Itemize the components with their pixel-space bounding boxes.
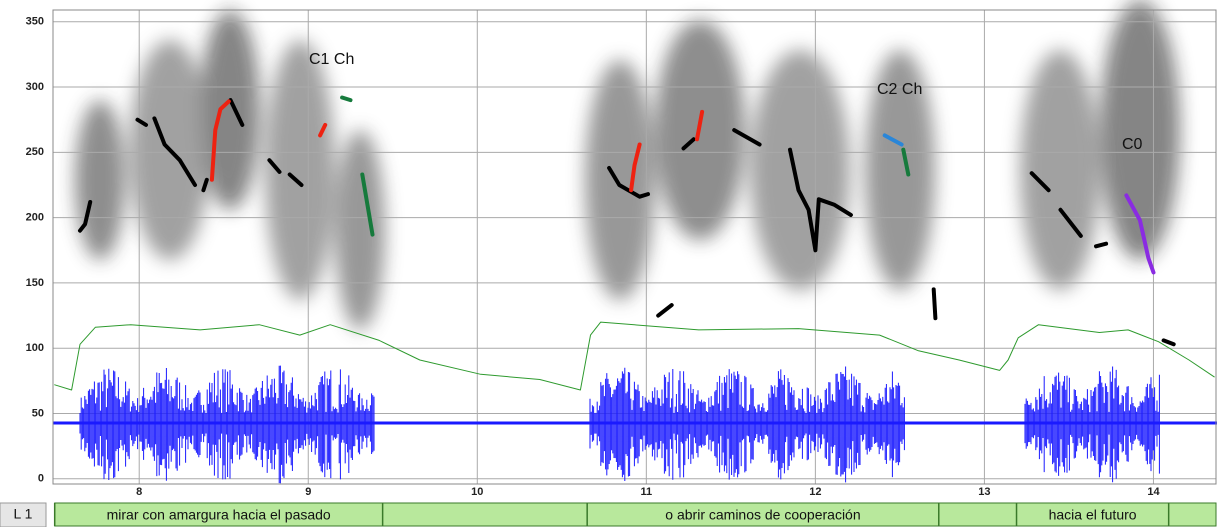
tier-label: o abrir caminos de cooperación — [665, 507, 860, 523]
x-tick-label: 11 — [641, 486, 653, 498]
annotation: C2 Ch — [877, 81, 922, 98]
annotation: C0 — [1122, 136, 1143, 153]
y-tick-label: 0 — [38, 473, 44, 485]
tier-name-box — [0, 502, 47, 528]
y-tick-label: 350 — [26, 16, 44, 28]
y-tick-label: 300 — [26, 81, 44, 93]
x-tick-label: 10 — [471, 486, 483, 498]
plot-frame — [52, 9, 1217, 485]
tier-name: L 1 — [14, 506, 33, 522]
spectrogram — [75, 0, 1180, 330]
x-tick-label: 9 — [305, 486, 311, 498]
x-tick-label: 8 — [136, 486, 142, 498]
x-tick-label: 14 — [1147, 486, 1160, 498]
y-tick-label: 150 — [26, 277, 44, 289]
contour — [54, 321, 1215, 391]
y-tick-label: 100 — [26, 342, 44, 354]
contour — [882, 133, 904, 147]
y-tick-label: 250 — [26, 146, 44, 158]
tier-label: hacia el futuro — [1049, 507, 1137, 523]
x-tick-label: 13 — [978, 486, 990, 498]
annotation: C1 Ch — [309, 51, 354, 68]
y-tick-label: 50 — [32, 407, 44, 419]
contour — [209, 99, 705, 193]
tier-label: mirar con amargura hacia el pasado — [107, 507, 331, 523]
x-tick-label: 12 — [809, 486, 821, 498]
y-tick-label: 200 — [26, 212, 44, 224]
